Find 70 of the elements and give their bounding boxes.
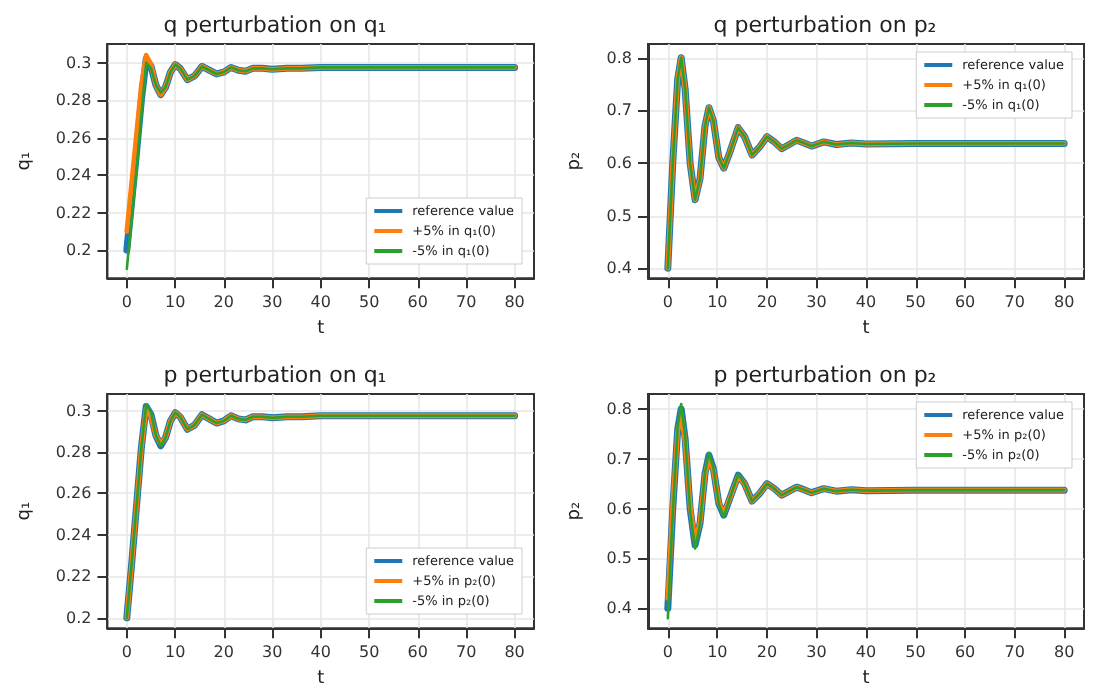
y-tick-label: 0.7 — [606, 448, 632, 467]
y-tick-label: 0.22 — [55, 566, 92, 585]
x-axis-title: t — [862, 668, 871, 688]
y-tick-label: 0.22 — [55, 203, 92, 222]
y-tick-label: 0.2 — [65, 607, 92, 626]
x-tick-label: 30 — [262, 293, 283, 312]
x-tick-label: 0 — [662, 293, 673, 312]
y-tick-label: 0.8 — [606, 48, 632, 67]
x-tick-label: 50 — [905, 293, 926, 312]
y-axis-title: q₁ — [15, 151, 35, 171]
x-tick-label: 40 — [855, 642, 877, 661]
y-tick-label: 0.4 — [606, 259, 632, 278]
x-axis-title: t — [317, 319, 326, 339]
y-axis-title: q₁ — [15, 500, 35, 520]
y-tick-label: 0.6 — [606, 498, 632, 517]
x-tick-label: 50 — [359, 293, 380, 312]
y-tick-label: 0.28 — [55, 91, 92, 110]
x-tick-label: 20 — [756, 293, 778, 312]
x-tick-label: 30 — [806, 642, 827, 661]
x-tick-label: 20 — [213, 642, 234, 661]
x-tick-label: 60 — [954, 293, 976, 312]
x-tick-label: 40 — [310, 642, 331, 661]
y-tick-label: 0.5 — [606, 548, 632, 567]
x-tick-label: 50 — [359, 642, 380, 661]
y-tick-label: 0.26 — [55, 483, 92, 502]
x-tick-label: 50 — [905, 642, 926, 661]
x-tick-label: 10 — [707, 642, 728, 661]
y-tick-label: 0.7 — [606, 101, 632, 120]
x-tick-label: 40 — [855, 293, 877, 312]
x-tick-label: 10 — [707, 293, 728, 312]
x-tick-label: 70 — [455, 642, 477, 661]
x-tick-label: 30 — [806, 293, 827, 312]
y-tick-label: 0.6 — [606, 153, 632, 172]
x-tick-label: 60 — [954, 642, 976, 661]
x-tick-label: 0 — [662, 642, 673, 661]
y-tick-label: 0.3 — [65, 400, 92, 419]
y-tick-label: 0.24 — [55, 166, 92, 185]
y-tick-label: 0.4 — [606, 598, 632, 617]
y-axis-title: p₂ — [565, 500, 585, 520]
y-tick-label: 0.28 — [55, 442, 92, 461]
x-tick-label: 30 — [262, 642, 283, 661]
x-tick-label: 80 — [1053, 293, 1075, 312]
x-tick-label: 80 — [1053, 642, 1075, 661]
y-tick-label: 0.5 — [606, 206, 632, 225]
x-tick-label: 10 — [165, 642, 186, 661]
x-tick-label: 0 — [121, 293, 132, 312]
chart-title: p perturbation on q₁ — [163, 361, 387, 387]
y-tick-label: 0.8 — [606, 398, 632, 417]
x-axis-title: t — [862, 319, 871, 339]
y-tick-label: 0.2 — [65, 241, 92, 260]
x-tick-label: 60 — [407, 293, 428, 312]
x-tick-label: 70 — [1004, 293, 1025, 312]
chart-title: p perturbation on p₂ — [713, 361, 937, 387]
y-tick-label: 0.3 — [65, 53, 92, 72]
x-tick-label: 0 — [121, 642, 132, 661]
y-axis-title: p₂ — [565, 151, 585, 171]
x-tick-label: 20 — [756, 642, 778, 661]
x-tick-label: 60 — [407, 642, 428, 661]
chart-title: q perturbation on q₁ — [163, 12, 387, 38]
x-tick-label: 80 — [504, 293, 525, 312]
y-tick-label: 0.26 — [55, 128, 92, 147]
x-tick-label: 70 — [1004, 642, 1025, 661]
y-tick-label: 0.24 — [55, 524, 92, 543]
x-tick-label: 20 — [213, 293, 234, 312]
x-tick-label: 70 — [455, 293, 477, 312]
x-tick-label: 10 — [165, 293, 186, 312]
chart-title: q perturbation on p₂ — [713, 12, 937, 38]
x-tick-label: 40 — [310, 293, 331, 312]
x-tick-label: 80 — [504, 642, 525, 661]
x-axis-title: t — [317, 668, 326, 688]
